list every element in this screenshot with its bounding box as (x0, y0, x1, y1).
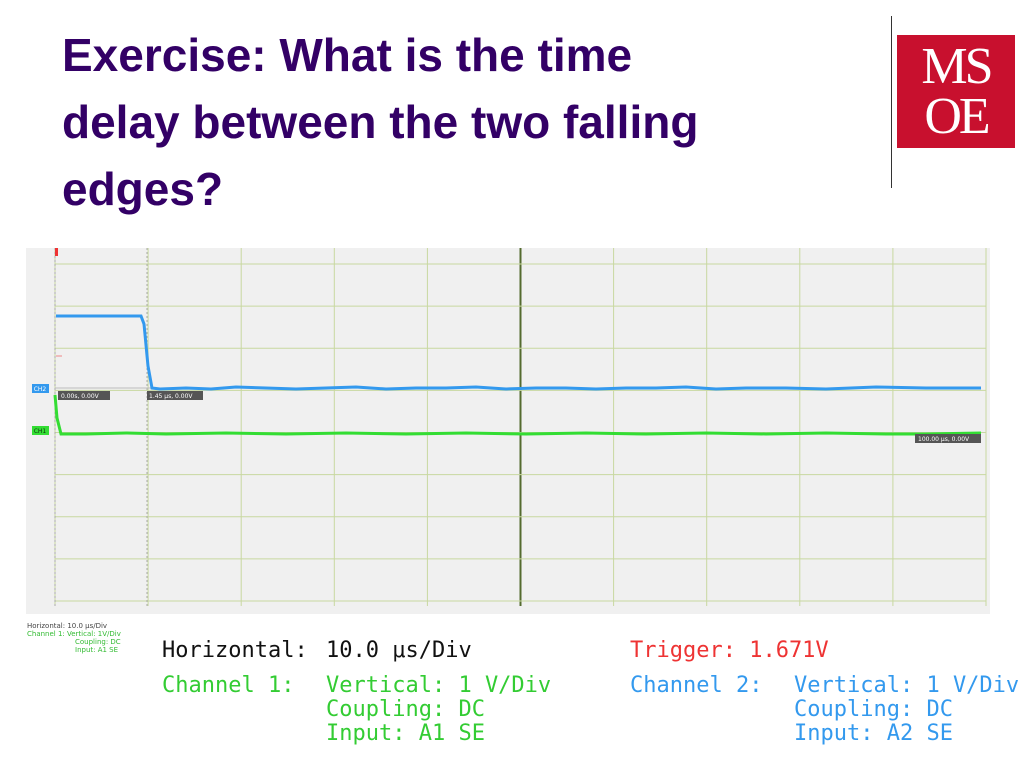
channel-2-coupling: Coupling: DC (794, 697, 953, 722)
channel-1-label: Channel 1: (162, 673, 295, 698)
trigger-marker[interactable] (55, 248, 58, 256)
grid (54, 248, 987, 606)
cursor-a-readout: 0.00s, 0.00V (61, 393, 100, 400)
slide-title: Exercise: What is the time delay between… (62, 22, 862, 223)
title-line-1: Exercise: What is the time (62, 29, 633, 81)
trigger-setting: Trigger: 1.671V (630, 638, 829, 663)
mini-legend-line-4: Input: A1 SE (75, 646, 119, 654)
logo-row-2: OE (924, 88, 990, 145)
title-line-3: edges? (62, 163, 224, 215)
msoe-logo: MS OE (897, 35, 1015, 148)
channel-2-trace (56, 314, 981, 391)
ch2-tag-bg (32, 384, 49, 393)
channel-1-coupling: Coupling: DC (326, 697, 485, 722)
logo-row-1: MS (921, 38, 993, 95)
mini-legend-line-3: Coupling: DC (75, 638, 121, 646)
title-line-2: delay between the two falling (62, 96, 699, 148)
cursor-b-readout-bg (147, 391, 203, 400)
cursor-b-readout: 1.45 μs, 0.00V (149, 393, 193, 400)
mini-legend: Horizontal: 10.0 μs/Div Channel 1: Verti… (27, 622, 121, 654)
title-divider (891, 16, 892, 188)
channel-2-input: Input: A2 SE (794, 721, 953, 746)
channel-1-input: Input: A1 SE (326, 721, 485, 746)
channel-1-trace (53, 394, 982, 436)
mini-legend-line-1: Horizontal: 10.0 μs/Div (27, 622, 108, 630)
oscilloscope-screen: CH2 CH1 0.00s, 0.00V 1.45 μs, 0.00V 100.… (32, 248, 987, 606)
channel-1-vertical: Vertical: 1 V/Div (326, 673, 552, 698)
cursor-a-readout-bg (58, 391, 110, 400)
horizontal-label: Horizontal: (162, 638, 308, 663)
end-readout-bg (915, 434, 981, 443)
ch1-tag-bg (32, 426, 49, 435)
end-readout: 100.00 μs, 0.00V (918, 436, 970, 443)
ch2-tag: CH2 (34, 386, 47, 393)
oscilloscope-display: CH2 CH1 0.00s, 0.00V 1.45 μs, 0.00V 100.… (26, 248, 990, 614)
ch1-tag: CH1 (34, 428, 47, 435)
channel-2-label: Channel 2: (630, 673, 763, 698)
channel-2-vertical: Vertical: 1 V/Div (794, 673, 1020, 698)
horizontal-value: 10.0 μs/Div (326, 638, 472, 663)
mini-legend-line-2: Channel 1: Vertical: 1V/Div (27, 630, 121, 638)
